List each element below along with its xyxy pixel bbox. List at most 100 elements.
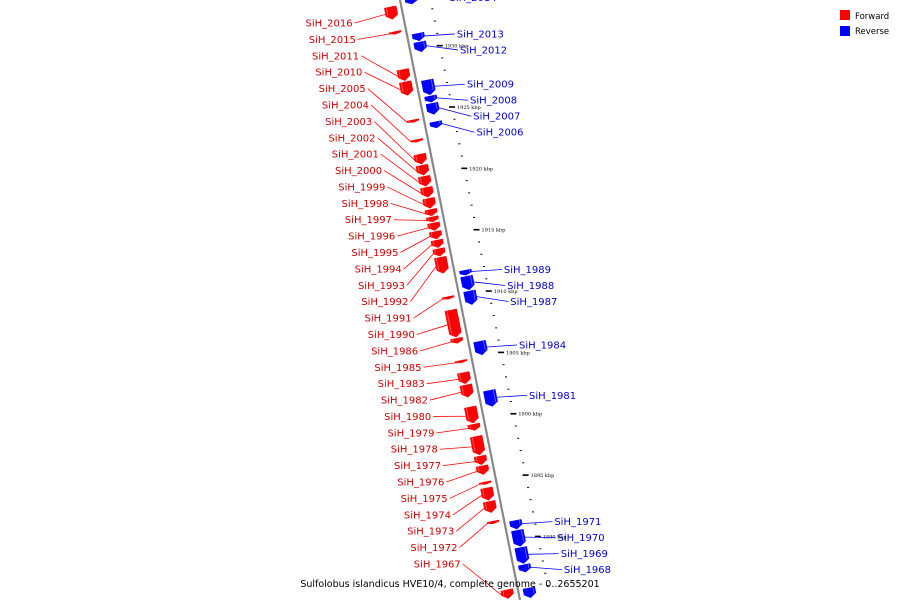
leader-SiH_1979 [436,428,469,434]
gene-highlight [427,217,430,221]
gene-highlight [417,166,420,173]
gene-arrow-SiH_1996 [427,221,441,231]
gene-arrow-SiH_2016 [384,5,398,20]
label-leader-lines [354,0,562,596]
gene-highlight [502,590,505,596]
gene-label-SiH_1967: SiH_1967 [414,560,461,571]
gene-label-SiH_2004: SiH_2004 [322,100,369,111]
gene-label-SiH_1992: SiH_1992 [361,297,408,308]
gene-highlight [452,339,454,342]
tick-label: 1900 kbp [518,412,542,418]
leader-SiH_2015 [357,33,390,40]
tick-label: 1930 kbp [445,44,469,50]
gene-highlight [434,249,436,254]
gene-arrow-SiH_1967 [500,588,514,599]
leader-SiH_1977 [443,461,476,467]
gene-label-SiH_1990: SiH_1990 [368,330,415,341]
gene-label-SiH_2010: SiH_2010 [315,68,362,79]
gene-features [384,0,537,599]
leader-SiH_1997 [393,219,427,221]
leader-SiH_2006 [441,123,475,133]
gene-arrow-SiH_1977 [473,454,488,465]
leader-SiH_2004 [370,104,412,143]
gene-highlight [468,269,471,273]
gene-highlight [415,154,418,162]
gene-label-SiH_1980: SiH_1980 [384,412,431,423]
gene-highlight [428,223,431,228]
leader-SiH_2016 [354,13,386,24]
gene-label-SiH_1973: SiH_1973 [407,527,454,538]
gene-highlight [475,456,478,462]
gene-arrow-SiH_2014 [404,0,418,5]
gene-highlight [432,240,435,246]
gene-highlight [461,385,465,395]
backbone-line [398,0,522,600]
gene-arrow-SiH_2003 [413,152,427,165]
gene-highlight [385,7,389,17]
leader-SiH_1996 [397,227,429,237]
leader-SiH_1991 [413,298,443,319]
leader-SiH_2009 [434,83,465,87]
genome-caption: Sulfolobus islandicus HVE10/4, complete … [300,579,599,590]
gene-label-SiH_2015: SiH_2015 [309,35,356,46]
leader-SiH_1975 [449,483,480,499]
gene-highlight [469,424,471,429]
gene-highlight [518,519,521,525]
gene-highlight [520,529,525,542]
gene-label-SiH_1978: SiH_1978 [391,445,438,456]
gene-label-SiH_1995: SiH_1995 [351,248,398,259]
leader-SiH_1984 [486,344,518,348]
leader-SiH_1989 [471,269,502,272]
gene-label-SiH_1998: SiH_1998 [342,199,389,210]
leader-SiH_1970 [524,536,556,539]
gene-arrow-SiH_1984 [473,339,488,356]
gene-label-SiH_2000: SiH_2000 [335,166,382,177]
leader-SiH_1969 [528,553,559,555]
gene-label-SiH_2002: SiH_2002 [328,133,375,144]
gene-label-SiH_2006: SiH_2006 [476,128,523,139]
leader-SiH_1994 [403,244,432,270]
gene-highlight [419,177,422,184]
gene-arrow-SiH_1992 [434,255,449,274]
leader-SiH_1978 [439,446,473,450]
gene-arrow-SiH_2005 [406,118,420,123]
leader-SiH_2008 [436,97,469,101]
leader-SiH_1972 [459,523,488,548]
gene-arrow-SiH_2006 [429,120,443,129]
genome-backbone [398,0,522,600]
tick-label: 1905 kbp [506,350,530,356]
gene-label-SiH_1984: SiH_1984 [519,340,566,351]
gene-label-SiH_1981: SiH_1981 [529,391,576,402]
leader-SiH_2002 [377,137,418,172]
gene-label-SiH_1977: SiH_1977 [394,461,441,472]
gene-arrow-SiH_1975 [478,480,492,485]
gene-highlight [435,102,438,110]
gene-label-SiH_2013: SiH_2013 [457,29,504,40]
leader-SiH_1992 [410,266,437,302]
leader-SiH_1985 [423,362,456,368]
tick-label: 1925 kbp [457,105,481,111]
gene-label-SiH_1986: SiH_1986 [371,346,418,357]
leader-SiH_1987 [476,296,509,302]
gene-label-SiH_1993: SiH_1993 [358,281,405,292]
gene-label-SiH_1997: SiH_1997 [345,215,392,226]
gene-arrow-SiH_1969 [514,546,530,564]
leader-SiH_2005 [367,88,408,123]
gene-arrow-SiH_1968 [518,563,532,573]
gene-arrow-SiH_1995 [428,230,443,240]
gene-arrow-SiH_1991 [441,295,455,300]
gene-arrow-SiH_2002 [415,163,430,176]
leader-SiH_1999 [387,186,424,205]
leader-SiH_1968 [530,566,562,571]
legend: Forward Reverse [840,10,889,37]
gene-label-SiH_1987: SiH_1987 [510,297,557,308]
leader-SiH_2012 [426,45,459,51]
gene-highlight [472,290,476,300]
gene-highlight [421,32,424,37]
leader-SiH_1986 [420,341,452,352]
gene-highlight [458,373,462,381]
tick-label: 1895 kbp [531,473,555,479]
gene-highlight [481,488,485,498]
gene-arrow-SiH_1981 [483,389,498,407]
